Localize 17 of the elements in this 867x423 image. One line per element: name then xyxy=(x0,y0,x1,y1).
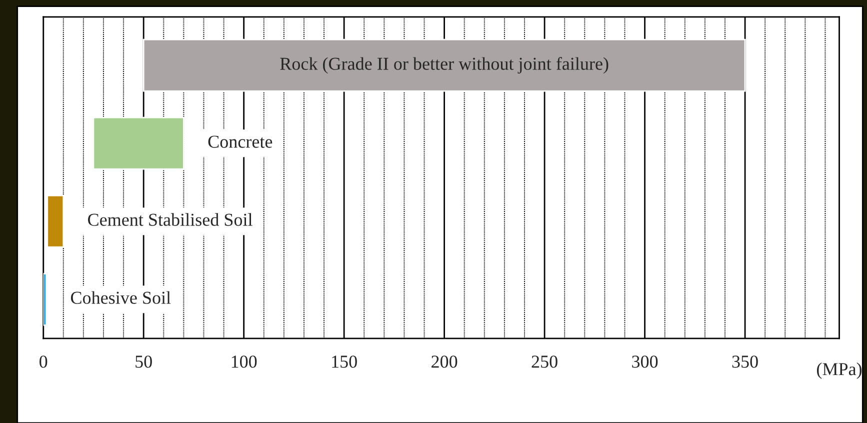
bar xyxy=(92,116,184,170)
bar xyxy=(43,272,48,326)
x-tick-label: 300 xyxy=(632,356,658,368)
x-tick-label: 0 xyxy=(40,356,48,368)
x-tick-label: 250 xyxy=(532,356,558,368)
x-tick-label: 150 xyxy=(332,356,357,368)
y-tick-label: Cohesive Soil xyxy=(70,291,171,304)
x-axis-title: (MPa) xyxy=(816,362,862,379)
x-tick-label: 200 xyxy=(432,356,458,368)
x-tick-label: 100 xyxy=(232,356,257,368)
y-tick-label: Cement Stabilised Soil xyxy=(88,213,252,226)
x-tick-label: 350 xyxy=(732,356,758,368)
bar xyxy=(46,194,64,248)
bar xyxy=(142,38,746,92)
y-tick-label: Rock (Grade II or better without joint failure) xyxy=(280,57,608,74)
y-tick-label: Concrete xyxy=(208,136,272,148)
x-tick-label: 50 xyxy=(136,356,152,368)
